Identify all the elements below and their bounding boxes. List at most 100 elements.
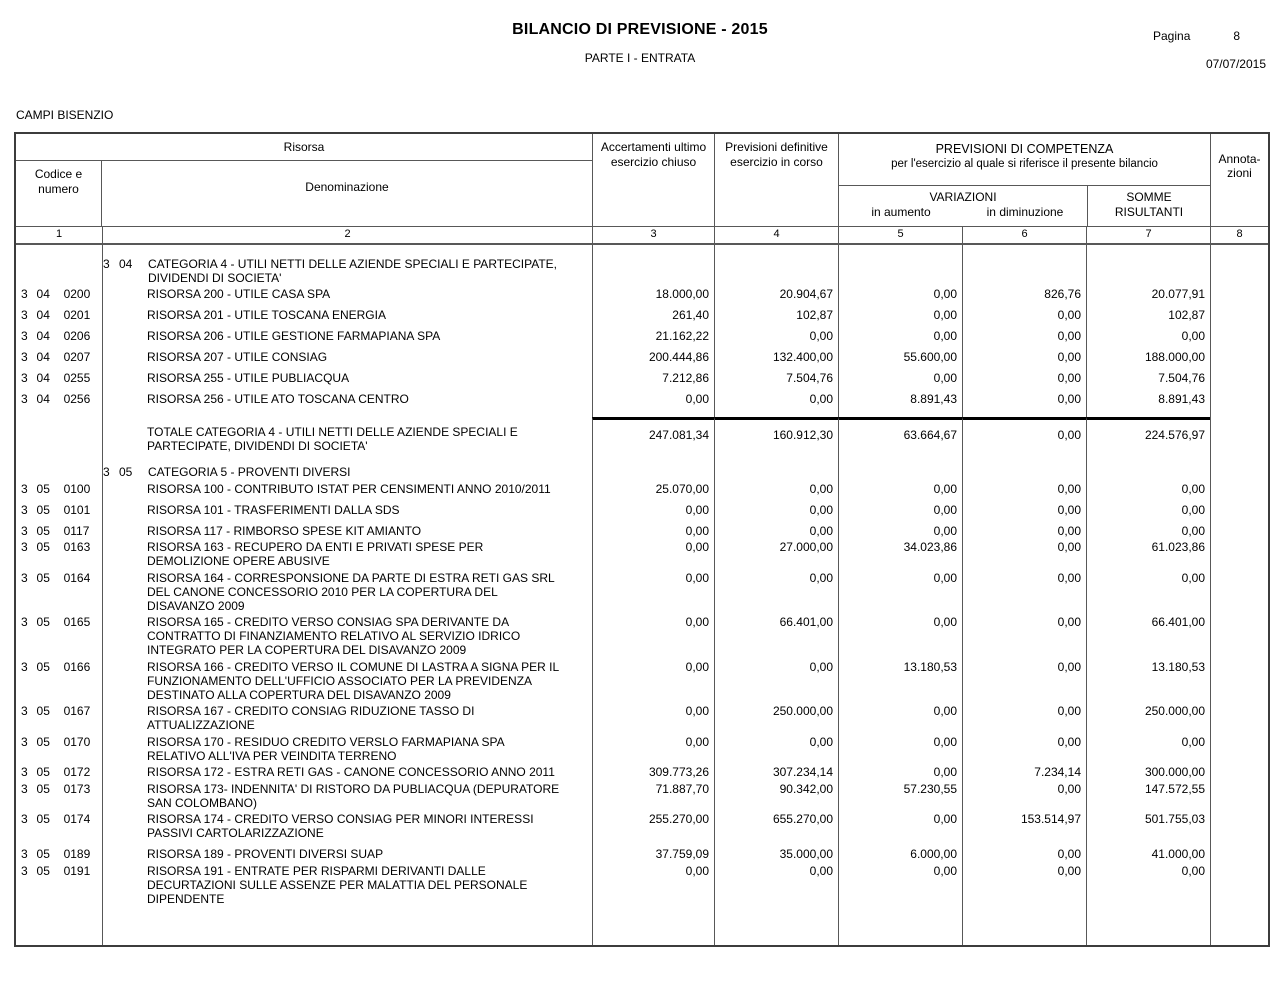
header-previsioni-competenza: PREVISIONI DI COMPETENZA per l'esercizio… — [839, 134, 1210, 186]
code-part: 3 — [21, 540, 28, 554]
value-cell: 153.514,97 — [962, 809, 1086, 840]
annotazioni-cell — [1210, 840, 1268, 861]
risorsa-row: 3 04 0256 RISORSA 256 - UTILE ATO TOSCANA C… — [16, 385, 1268, 417]
header-somme-line2: RISULTANTI — [1114, 204, 1184, 219]
code-part: 04 — [36, 371, 50, 385]
value-cell: 147.572,55 — [1086, 779, 1210, 810]
code-part: 05 — [36, 523, 50, 538]
code-cell: 3 04 0200 — [16, 285, 102, 301]
value-cell: 0,00 — [592, 657, 714, 702]
value-cell: 13.180,53 — [838, 657, 962, 702]
value-cell: 0,00 — [962, 417, 1086, 453]
value-cell: 300.000,00 — [1086, 762, 1210, 779]
value-cell: 309.773,26 — [592, 762, 714, 779]
header-risorsa-group: Risorsa Codice e numero Denominazione — [16, 134, 592, 226]
value-cell: 0,00 — [1086, 732, 1210, 763]
value-cell: 0,00 — [838, 301, 962, 322]
code-part: 3 — [21, 308, 28, 322]
risorsa-label: RISORSA 172 - ESTRA RETI GAS - CANONE CO… — [147, 765, 555, 779]
code-part: 0100 — [63, 481, 91, 496]
risorsa-label: RISORSA 201 - UTILE TOSCANA ENERGIA — [147, 308, 386, 322]
value-cell: 0,00 — [962, 385, 1086, 417]
code-part: 3 — [21, 847, 28, 861]
value-cell: 0,00 — [714, 385, 838, 417]
value-cell: 261,40 — [592, 301, 714, 322]
code-part: 0207 — [63, 350, 91, 364]
value-cell: 0,00 — [962, 568, 1086, 613]
code-part: 04 — [36, 329, 50, 343]
code-part: 3 — [21, 734, 28, 749]
risorsa-label: RISORSA 173- INDENNITA' DI RISTORO DA PU… — [147, 781, 560, 810]
header-accertamenti: Accertamenti ultimo esercizio chiuso — [592, 134, 714, 226]
value-cell: 0,00 — [592, 732, 714, 763]
value-cell: 224.576,97 — [1086, 417, 1210, 453]
value-cell: 0,00 — [838, 322, 962, 343]
page-subtitle: PARTE I - ENTRATA — [584, 51, 696, 65]
risorsa-label: RISORSA 255 - UTILE PUBLIACQUA — [147, 371, 350, 385]
denominazione-cell: RISORSA 207 - UTILE CONSIAG — [102, 343, 592, 364]
header-competenza-subtitle: per l'esercizio al quale si riferisce il… — [891, 157, 1158, 170]
code-cell: 3 05 0172 — [16, 763, 102, 779]
annotazioni-cell — [1210, 732, 1268, 763]
risorsa-label: RISORSA 165 - CREDITO VERSO CONSIAG SPA … — [147, 615, 521, 657]
value-cell: 8.891,43 — [1086, 385, 1210, 417]
header-annotazioni: Annota- zioni — [1210, 134, 1268, 226]
code-cell: 3 05 0174 — [16, 810, 102, 841]
risorsa-row: 3 05 0167 RISORSA 167 - CREDITO CONSIAG RID… — [16, 701, 1268, 732]
risorsa-row: 3 05 0174 RISORSA 174 - CREDITO VERSO CONSI… — [16, 809, 1268, 841]
value-cell: 21.162,22 — [592, 322, 714, 343]
value-cell: 0,00 — [962, 364, 1086, 385]
code-part: 3 — [103, 465, 110, 479]
code-part: 0170 — [63, 734, 91, 749]
value-cell: 0,00 — [838, 479, 962, 496]
denominazione-cell: 3 04 CATEGORIA 4 - UTILI NETTI DELLE AZIEN… — [102, 245, 592, 285]
annotazioni-cell — [1210, 516, 1268, 538]
value-cell: 0,00 — [838, 285, 962, 301]
annotazioni-cell — [1210, 417, 1268, 453]
annotazioni-cell — [1210, 657, 1268, 702]
risorsa-row: 3 05 0100 RISORSA 100 - CONTRIBUTO ISTAT PE… — [16, 479, 1268, 496]
annotazioni-cell — [1210, 762, 1268, 779]
value-cell: 66.401,00 — [1086, 612, 1210, 657]
category-label: CATEGORIA 5 - PROVENTI DIVERSI — [148, 465, 351, 479]
header-in-diminuzione: in diminuzione — [986, 204, 1064, 219]
code-part: 05 — [36, 540, 50, 554]
col-number-3: 3 — [592, 227, 714, 243]
value-cell: 0,00 — [1086, 568, 1210, 613]
code-cell: 3 05 0101 — [16, 496, 102, 517]
code-part: 3 — [21, 659, 28, 674]
code-part: 3 — [103, 257, 110, 271]
code-part: 05 — [36, 502, 50, 517]
annotazioni-cell — [1210, 385, 1268, 417]
col-number-7: 7 — [1086, 227, 1210, 243]
code-part: 0166 — [63, 659, 91, 674]
annotazioni-cell — [1210, 612, 1268, 657]
value-cell: 63.664,67 — [838, 417, 962, 453]
code-part: 3 — [21, 570, 28, 585]
value-cell: 0,00 — [838, 809, 962, 840]
value-cell: 0,00 — [962, 701, 1086, 732]
value-cell: 0,00 — [838, 861, 962, 906]
value-cell: 0,00 — [962, 732, 1086, 763]
value-cell — [962, 905, 1086, 945]
code-part: 04 — [36, 287, 50, 301]
value-cell: 102,87 — [714, 301, 838, 322]
value-cell: 0,00 — [962, 537, 1086, 568]
value-cell: 0,00 — [962, 657, 1086, 702]
code-part: 0191 — [63, 863, 91, 878]
value-cell: 71.887,70 — [592, 779, 714, 810]
value-cell: 0,00 — [962, 479, 1086, 496]
code-part: 05 — [119, 465, 133, 479]
code-part: 05 — [36, 781, 50, 796]
value-cell — [1086, 905, 1210, 945]
entity-name: CAMPI BISENZIO — [16, 108, 114, 122]
code-part: 04 — [36, 350, 50, 364]
code-cell: 3 05 0173 — [16, 779, 102, 810]
filler-row — [16, 905, 1268, 945]
code-part: 3 — [21, 523, 28, 538]
value-cell: 0,00 — [962, 495, 1086, 517]
value-cell: 7.504,76 — [1086, 364, 1210, 385]
code-cell — [16, 453, 102, 479]
value-cell: 0,00 — [592, 612, 714, 657]
denominazione-cell: RISORSA 165 - CREDITO VERSO CONSIAG SPA … — [102, 612, 592, 657]
